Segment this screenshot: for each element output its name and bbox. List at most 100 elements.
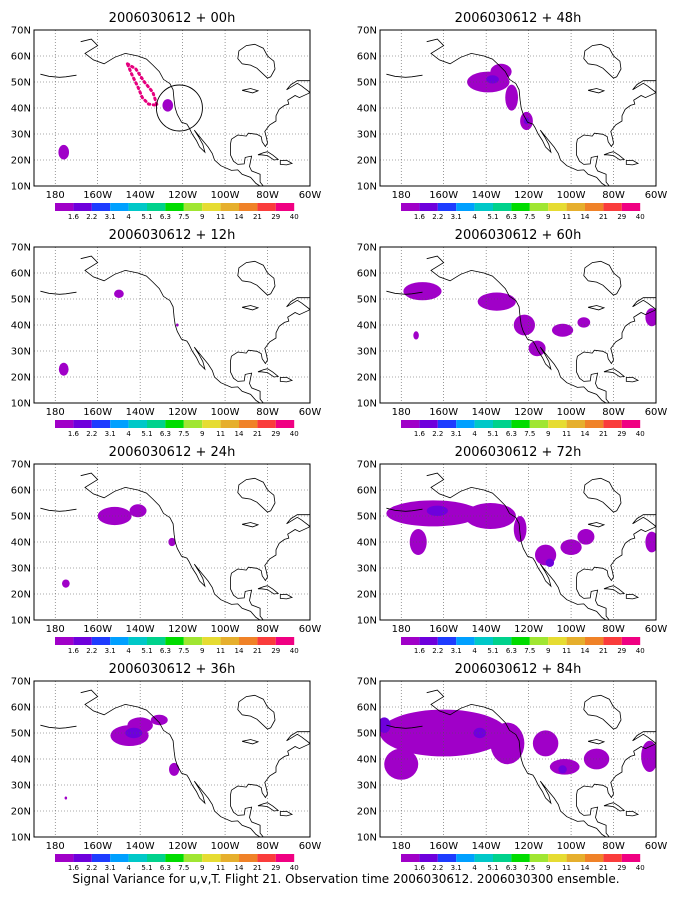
colorbar-label: 40 [636, 213, 645, 221]
variance-contour [58, 362, 69, 376]
panel-title: 2006030612 + 84h [455, 662, 582, 677]
coastline [279, 810, 294, 817]
colorbar-label: 14 [581, 213, 590, 221]
lon-tick-label: 80W [256, 190, 279, 201]
variance-contour [560, 539, 582, 555]
colorbar-label: 40 [636, 430, 645, 438]
lat-tick-label: 30N [11, 130, 31, 141]
lat-tick-label: 10N [11, 616, 31, 627]
colorbar-swatch [401, 854, 420, 862]
coastline [583, 477, 622, 513]
colorbar-swatch [548, 203, 567, 211]
lat-tick-label: 30N [357, 130, 377, 141]
colorbar-swatch [603, 854, 622, 862]
colorbar-swatch [220, 420, 239, 428]
panel-title: 2006030612 + 36h [109, 662, 236, 677]
coastline [40, 724, 77, 729]
coastline [242, 522, 260, 528]
colorbar-label: 9 [546, 213, 550, 221]
lat-tick-label: 40N [357, 321, 377, 332]
colorbar-label: 40 [636, 864, 645, 872]
colorbar-swatch [529, 420, 549, 428]
colorbar-swatch [91, 854, 111, 862]
lon-tick-label: 140W [472, 841, 501, 852]
colorbar-swatch [147, 854, 166, 862]
colorbar-swatch [456, 854, 475, 862]
variance-contour [477, 292, 516, 311]
lon-tick-label: 120W [514, 841, 543, 852]
lon-tick-label: 140W [126, 624, 155, 635]
colorbar-swatch [275, 854, 295, 862]
variance-contour [413, 331, 419, 340]
colorbar-label: 7.5 [524, 647, 535, 655]
colorbar-swatch [566, 637, 585, 645]
colorbar-label: 5.1 [487, 213, 498, 221]
colorbar: 1.6 2.2 3.1 4 5.1 6.3 7.5 9 11 14 21 29 40 [401, 637, 645, 655]
coastline [80, 38, 310, 186]
colorbar-label: 11 [216, 213, 225, 221]
colorbar: 1.6 2.2 3.1 4 5.1 6.3 7.5 9 11 14 21 29 40 [55, 203, 299, 221]
panel-title: 2006030612 + 60h [455, 228, 582, 243]
colorbar-swatch [110, 637, 129, 645]
map-frame [379, 680, 657, 838]
colorbar-label: 21 [599, 864, 608, 872]
lon-tick-label: 180 [46, 190, 65, 201]
colorbar-swatch [91, 637, 111, 645]
lat-tick-label: 60N [11, 52, 31, 63]
lat-tick-label: 40N [11, 321, 31, 332]
colorbar-swatch [183, 203, 203, 211]
coastline [237, 260, 276, 296]
lon-tick-label: 100W [557, 407, 586, 418]
coastline [242, 305, 260, 311]
colorbar-label: 6.3 [506, 213, 517, 221]
colorbar-label: 29 [617, 430, 626, 438]
lon-tick-label: 60W [645, 624, 668, 635]
lat-tick-label: 50N [357, 295, 377, 306]
colorbar-swatch [566, 203, 585, 211]
lat-tick-label: 50N [11, 295, 31, 306]
colorbar-label: 2.2 [432, 213, 443, 221]
colorbar-swatch [437, 637, 457, 645]
colorbar-label: 1.6 [414, 864, 426, 872]
coastline [603, 368, 626, 378]
colorbar-swatch [202, 203, 221, 211]
colorbar-swatch [110, 420, 129, 428]
colorbar-label: 14 [235, 864, 244, 872]
colorbar-label: 2.2 [86, 864, 97, 872]
colorbar-label: 4 [126, 430, 131, 438]
panel-title: 2006030612 + 24h [109, 445, 236, 460]
colorbar-label: 11 [216, 864, 225, 872]
colorbar-swatch [73, 203, 92, 211]
colorbar-swatch [128, 203, 147, 211]
colorbar-label: 2.2 [432, 647, 443, 655]
colorbar-swatch [55, 420, 74, 428]
colorbar-swatch [529, 637, 549, 645]
lat-tick-label: 40N [357, 755, 377, 766]
colorbar-label: 4 [126, 213, 131, 221]
lon-tick-label: 60W [645, 841, 668, 852]
colorbar-swatch [73, 420, 92, 428]
lon-tick-label: 120W [514, 190, 543, 201]
coastline [658, 512, 671, 524]
colorbar-label: 3.1 [451, 864, 462, 872]
colorbar-label: 2.2 [432, 430, 443, 438]
map-frame [33, 463, 311, 621]
colorbar-label: 1.6 [68, 864, 80, 872]
colorbar-label: 6.3 [160, 430, 171, 438]
colorbar-label: 9 [200, 430, 204, 438]
colorbar-swatch [239, 203, 258, 211]
coastline [603, 802, 626, 812]
map-frame [379, 246, 657, 404]
coastline [603, 585, 626, 595]
lat-tick-label: 60N [357, 486, 377, 497]
colorbar: 1.6 2.2 3.1 4 5.1 6.3 7.5 9 11 14 21 29 40 [401, 420, 645, 438]
lat-tick-label: 10N [357, 182, 377, 193]
lon-tick-label: 80W [602, 841, 625, 852]
colorbar-label: 40 [290, 864, 299, 872]
map-panel-60h: 2006030612 + 60h 70N 60N 50N 40N 30N 20N 10N 180… [357, 228, 668, 438]
colorbar-label: 3.1 [451, 213, 462, 221]
colorbar-swatch [511, 854, 530, 862]
lon-tick-label: 120W [514, 624, 543, 635]
colorbar-label: 5.1 [141, 647, 152, 655]
colorbar-swatch [128, 854, 147, 862]
